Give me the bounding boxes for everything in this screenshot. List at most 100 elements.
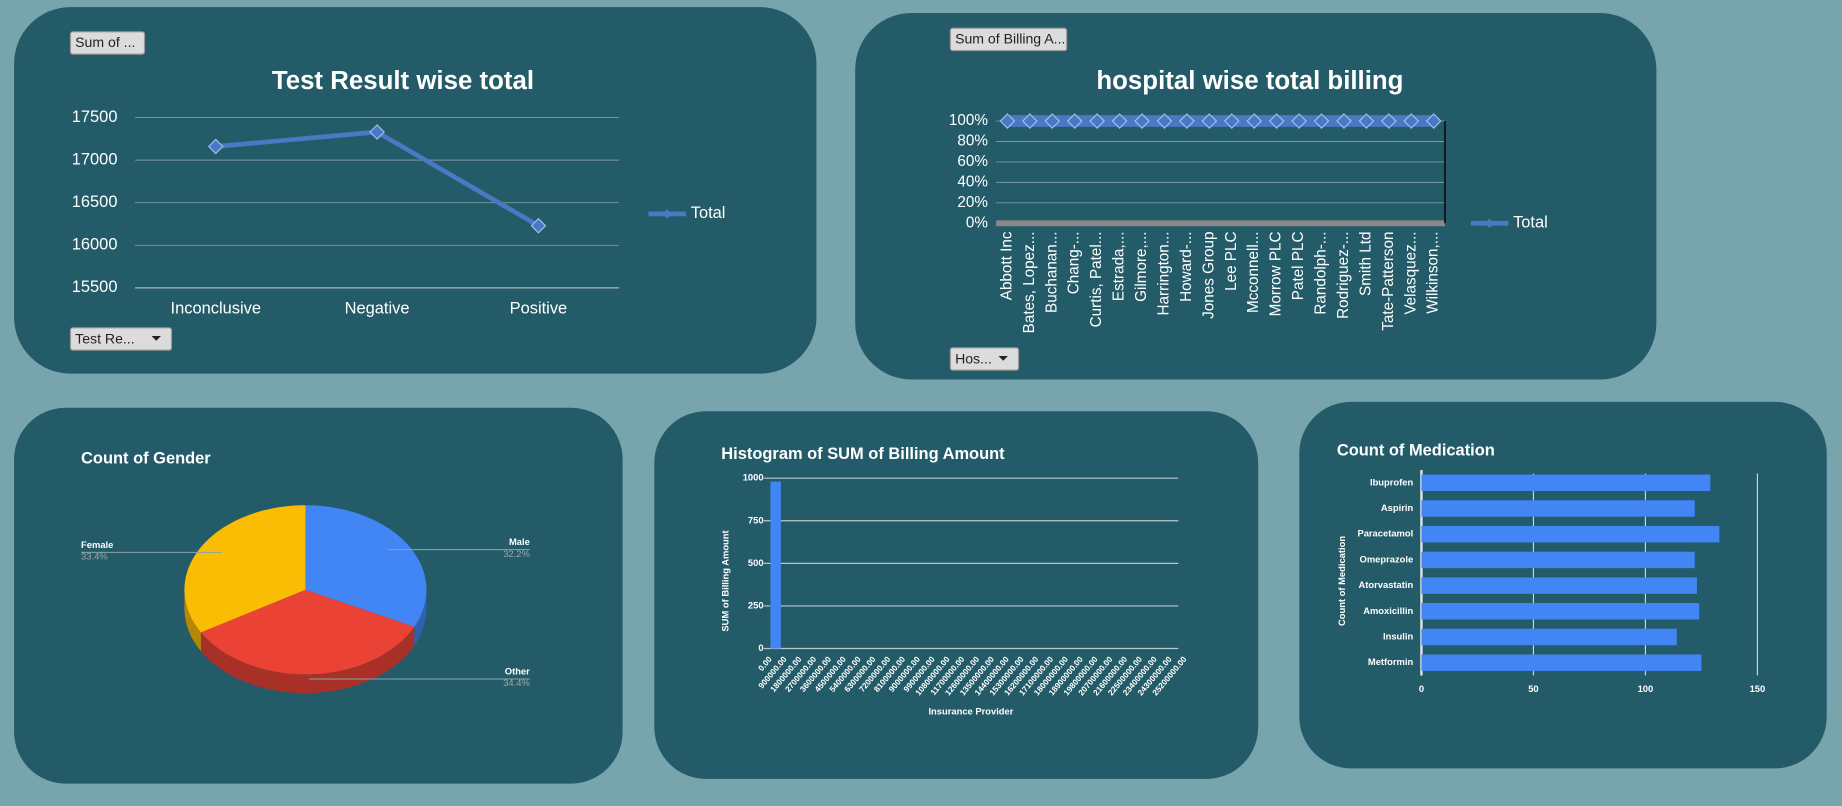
filter-button-label[interactable]: Sum of ... (75, 34, 135, 50)
bar (1421, 654, 1702, 671)
y-tick-label: 0 (758, 642, 763, 653)
x-tick-label: Buchanan... (1043, 231, 1060, 312)
y-tick-label: 40% (957, 173, 988, 190)
legend-label: Total (691, 204, 726, 222)
y-axis-label: SUM of Billing Amount (719, 530, 730, 631)
bar (1421, 474, 1711, 492)
point-marker (1403, 113, 1420, 129)
x-tick-label: 150 (1750, 683, 1766, 694)
x-tick-label: Chang-... (1066, 231, 1083, 294)
chart-title: Count of Gender (81, 450, 211, 468)
slice-label: Male (509, 536, 530, 547)
y-tick-label: Aspirin (1381, 502, 1414, 513)
y-tick-label: Amoxicillin (1363, 605, 1413, 616)
slice-side (184, 589, 201, 652)
y-tick-label: 20% (957, 194, 988, 211)
slice (305, 505, 427, 627)
y-tick-label: 250 (748, 599, 764, 610)
panel (654, 411, 1259, 779)
point-marker (1021, 113, 1038, 129)
legend-label: Total (1513, 214, 1548, 232)
y-tick-label: Omeprazole (1360, 553, 1414, 564)
chart-title: Count of Medication (1337, 442, 1495, 460)
dropdown-arrow[interactable] (998, 356, 1008, 361)
y-axis-label: Count of Medication (1336, 536, 1347, 626)
y-tick-label: Metformin (1368, 656, 1414, 667)
slice (184, 505, 306, 633)
x-tick-label: Wilkinson,... (1425, 231, 1442, 313)
filter-button[interactable] (69, 327, 173, 351)
filter-button-label[interactable]: Sum of Billing A... (955, 31, 1065, 47)
x-tick-label: Bates, Lopez... (1021, 231, 1038, 333)
point-marker (1268, 113, 1285, 129)
point-marker (1066, 113, 1083, 129)
filter-button[interactable] (949, 347, 1020, 371)
point-marker (999, 113, 1016, 129)
point-marker (1336, 113, 1352, 129)
filter-button-label[interactable]: Test Re... (75, 330, 134, 346)
bar (1421, 603, 1700, 620)
y-tick-label: 100% (949, 112, 988, 129)
panel (14, 7, 817, 374)
x-tick-label: Velasquez... (1402, 231, 1419, 314)
x-tick-label: Lee PLC (1223, 231, 1240, 290)
point-marker (1134, 113, 1150, 129)
slice-side (200, 626, 415, 694)
y-tick-label: 15500 (72, 278, 118, 296)
point-marker (1156, 113, 1173, 129)
slice-value-label: 34.4% (503, 677, 530, 688)
point-marker (1044, 113, 1061, 129)
point-marker (1201, 113, 1218, 129)
point-marker (1425, 113, 1442, 129)
slice-value-label: 32.2% (503, 548, 530, 559)
slice (200, 589, 415, 675)
filter-button[interactable] (949, 27, 1068, 52)
x-tick-label: Harrington... (1155, 231, 1172, 315)
point-marker (1380, 113, 1397, 129)
point-marker (1291, 113, 1307, 129)
x-tick-label: Gilmore,... (1133, 231, 1150, 301)
x-tick-label: Tate-Patterson (1380, 231, 1397, 330)
x-tick-label: Inconclusive (171, 299, 261, 317)
x-tick-label: 50 (1528, 683, 1538, 694)
filter-button[interactable] (69, 31, 146, 55)
x-tick-label: Abbott Inc (998, 231, 1015, 300)
y-tick-label: Ibuprofen (1370, 476, 1413, 487)
y-tick-label: 1000 (743, 472, 764, 483)
slice-side (414, 589, 427, 646)
x-tick-label: Negative (345, 299, 410, 317)
x-tick-label: Jones Group (1200, 231, 1217, 318)
point-marker (1313, 113, 1330, 129)
x-tick-label: Randolph-... (1313, 231, 1330, 314)
y-tick-label: 0% (966, 214, 988, 231)
slice-value-label: 33.4% (81, 551, 108, 562)
x-tick-label: Howard-... (1178, 231, 1195, 301)
y-tick-label: Atorvastatin (1359, 579, 1414, 590)
x-tick-label: Curtis, Patel... (1088, 231, 1105, 327)
point-marker (1358, 113, 1375, 129)
legend-marker (1484, 218, 1495, 228)
x-axis-label: Insurance Provider (928, 705, 1013, 716)
x-tick-label: 100 (1638, 683, 1654, 694)
slice-label: Female (81, 539, 113, 550)
dropdown-arrow[interactable] (151, 336, 161, 341)
y-tick-label: Paracetamol (1357, 528, 1413, 539)
x-tick-label: Smith Ltd (1357, 231, 1374, 295)
point-marker (1223, 113, 1240, 129)
y-tick-label: 60% (957, 153, 988, 170)
panel (855, 12, 1657, 380)
filter-button-label[interactable]: Hos... (955, 350, 992, 366)
y-tick-label: 750 (748, 514, 764, 525)
y-tick-label: 500 (748, 557, 764, 568)
y-tick-label: 17000 (72, 150, 118, 168)
x-tick-label: 0 (1419, 683, 1424, 694)
bar (1421, 551, 1695, 569)
point-marker (1089, 113, 1106, 129)
y-tick-label: Insulin (1383, 630, 1413, 641)
x-tick-label: Morrow PLC (1268, 231, 1285, 316)
x-tick-label: Positive (510, 299, 568, 317)
x-tick-label: Estrada,... (1111, 231, 1128, 301)
legend-marker (662, 209, 672, 219)
